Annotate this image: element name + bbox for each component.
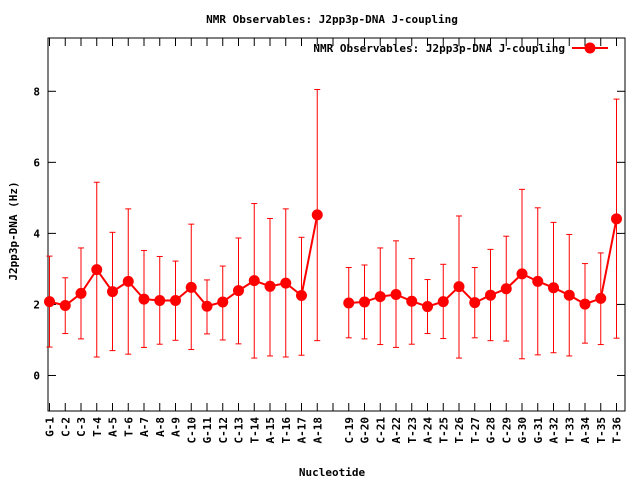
x-tick-label: A-24 — [422, 417, 435, 444]
x-tick-label: C-2 — [59, 417, 72, 437]
data-point — [311, 209, 323, 221]
chart-title: NMR Observables: J2pp3p-DNA J-coupling — [206, 13, 458, 26]
data-point — [611, 213, 622, 225]
x-tick-label: T-27 — [469, 417, 482, 444]
data-point — [264, 280, 276, 292]
data-point — [138, 293, 150, 305]
data-point — [59, 299, 71, 311]
x-tick-label: A-18 — [311, 417, 324, 444]
x-tick-label: A-9 — [170, 417, 183, 437]
data-point — [453, 281, 465, 293]
y-tick-label: 8 — [33, 85, 40, 98]
x-tick-label: C-19 — [343, 417, 356, 444]
data-point — [563, 289, 575, 301]
data-point — [233, 285, 244, 297]
x-tick-label: C-10 — [185, 417, 198, 444]
x-tick-label: T-23 — [406, 417, 419, 444]
x-tick-label: T-6 — [122, 417, 135, 437]
data-point — [359, 296, 370, 308]
x-tick-label: C-21 — [374, 417, 387, 444]
data-point — [122, 275, 134, 287]
series-line — [49, 214, 319, 308]
x-tick-label: G-30 — [516, 417, 529, 444]
data-point — [154, 295, 166, 307]
data-point — [406, 295, 418, 307]
data-point — [201, 300, 213, 312]
data-point — [91, 264, 103, 276]
data-point — [485, 289, 496, 301]
y-tick-label: 0 — [33, 369, 40, 382]
data-point — [185, 281, 197, 293]
data-point — [516, 268, 528, 280]
x-tick-label: T-35 — [595, 417, 608, 444]
legend-marker-sample — [584, 42, 596, 54]
y-axis: 0 2 4 6 8 — [33, 85, 625, 382]
x-tick-label: G-20 — [359, 417, 372, 444]
data-point — [217, 296, 229, 308]
x-tick-label: T-4 — [91, 417, 104, 437]
x-tick-label: C-12 — [217, 417, 230, 444]
x-tick-label: A-7 — [138, 417, 151, 437]
plot-frame — [47, 37, 626, 412]
data-point — [469, 297, 481, 309]
data-point — [437, 296, 449, 308]
series-layer — [44, 89, 622, 360]
data-point — [500, 283, 512, 295]
x-tick-label: G-11 — [201, 417, 214, 444]
x-tick-label: T-33 — [563, 417, 576, 444]
data-point — [532, 275, 544, 287]
x-tick-label: A-17 — [296, 417, 309, 444]
data-point — [107, 286, 118, 298]
x-tick-label: A-22 — [390, 417, 403, 444]
y-tick-label: 4 — [33, 227, 40, 240]
x-tick-label: A-34 — [579, 417, 592, 444]
data-point — [170, 295, 181, 307]
data-point — [296, 290, 307, 302]
data-point — [390, 288, 402, 300]
x-tick-label: A-8 — [154, 417, 167, 437]
x-tick-label: C-3 — [75, 417, 88, 437]
y-axis-label: J2pp3p-DNA (Hz) — [7, 181, 20, 280]
data-point — [44, 296, 55, 308]
data-point — [343, 297, 355, 309]
data-point — [422, 301, 433, 313]
data-point — [548, 282, 559, 294]
x-axis: G-1 C-2 C-3 T-4 A-5 T-6 A-7 A-8 A-9 C-10 G-11 C-12 C… — [44, 38, 624, 444]
x-tick-label: T-16 — [280, 417, 293, 444]
data-point — [579, 298, 591, 310]
x-tick-label: T-26 — [453, 417, 466, 444]
data-point — [248, 275, 260, 287]
x-tick-label: C-13 — [233, 417, 246, 444]
x-tick-label: G-31 — [532, 417, 545, 444]
series-line — [348, 218, 618, 308]
x-tick-label: G-1 — [44, 417, 57, 437]
x-tick-label: T-14 — [248, 417, 261, 444]
data-point — [75, 287, 87, 299]
data-point — [595, 292, 607, 304]
y-tick-label: 2 — [33, 298, 40, 311]
x-tick-label: T-36 — [611, 417, 624, 444]
x-tick-label: A-5 — [107, 417, 120, 437]
data-point — [374, 291, 386, 303]
x-axis-label: Nucleotide — [299, 466, 366, 479]
data-point — [280, 277, 292, 289]
x-tick-label: T-25 — [437, 417, 450, 444]
x-tick-label: G-28 — [485, 417, 498, 444]
y-tick-label: 6 — [33, 156, 40, 169]
legend: NMR Observables: J2pp3p-DNA J-coupling — [313, 42, 608, 55]
x-tick-label: A-15 — [264, 417, 277, 444]
legend-label: NMR Observables: J2pp3p-DNA J-coupling — [313, 42, 565, 55]
x-tick-label: C-29 — [500, 417, 513, 444]
x-tick-label: A-32 — [548, 417, 561, 444]
